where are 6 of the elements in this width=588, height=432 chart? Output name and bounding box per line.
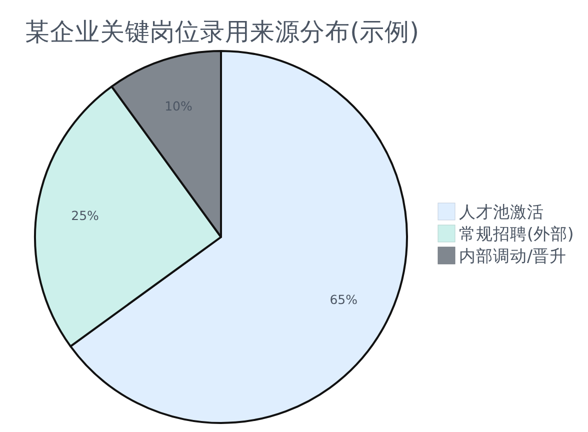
data-label: 25%	[71, 208, 100, 223]
legend-label: 内部调动/晋升	[459, 246, 567, 266]
legend-label: 常规招聘(外部)	[459, 224, 574, 244]
legend-label: 人才池激活	[459, 202, 544, 222]
chart-title: 某企业关键岗位录用来源分布(示例)	[25, 17, 420, 46]
data-label: 65%	[330, 292, 358, 307]
